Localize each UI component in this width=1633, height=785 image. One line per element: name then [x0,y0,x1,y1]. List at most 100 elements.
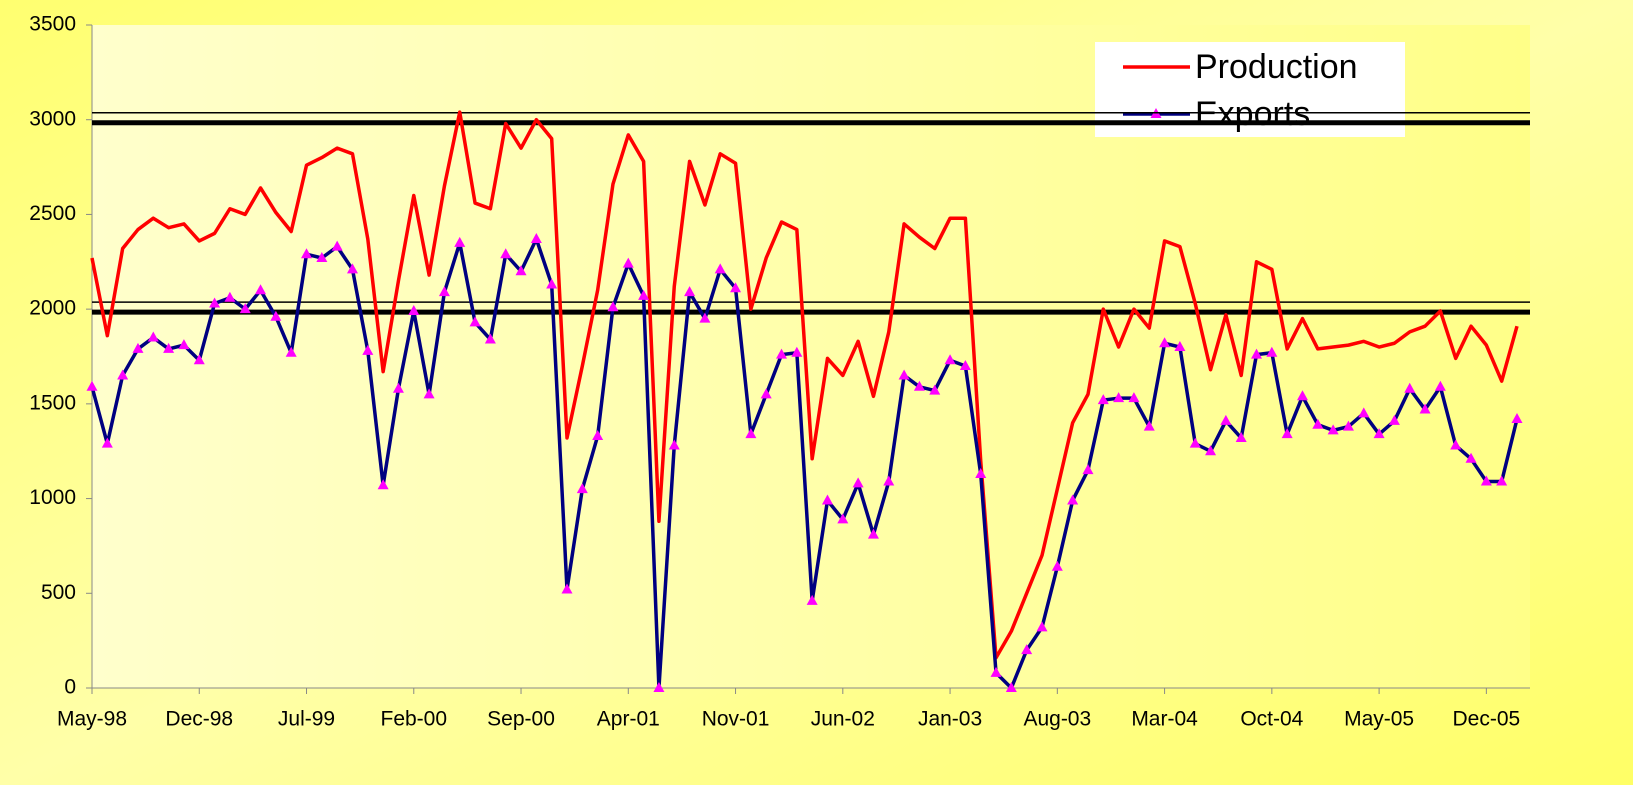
marker [1005,682,1017,692]
marker [1113,392,1125,403]
marker [209,297,221,308]
marker [1312,418,1324,429]
x-tick-label: Oct-04 [1240,708,1303,731]
y-tick-label: 1500 [29,391,76,414]
marker [1235,431,1247,442]
marker [821,494,833,505]
marker [438,286,450,297]
marker [469,316,481,327]
x-tick-label: May-98 [57,708,127,731]
marker [1097,394,1109,405]
marker [852,477,864,488]
marker [944,354,956,365]
marker [147,331,159,342]
marker [101,437,113,448]
marker [362,344,374,355]
marker [1342,420,1354,431]
x-tick-label: Nov-01 [702,708,770,731]
marker [530,233,542,244]
marker [1205,445,1217,456]
x-tick-label: Apr-01 [597,708,660,731]
marker [1128,392,1140,403]
marker [132,342,144,353]
marker [929,384,941,395]
marker [239,303,251,314]
marker [346,263,358,274]
marker [959,359,971,370]
marker [408,305,420,316]
legend-label: Production [1195,48,1358,86]
x-tick-label: Aug-03 [1023,708,1091,731]
marker [1496,475,1508,486]
marker [1404,382,1416,393]
marker [913,380,925,391]
marker [392,382,404,393]
marker [760,388,772,399]
marker [1388,414,1400,425]
marker [975,467,987,478]
y-tick-label: 3500 [29,13,76,36]
marker [1434,380,1446,391]
marker [837,513,849,524]
y-tick-label: 0 [64,676,76,699]
y-tick-label: 2500 [29,202,76,225]
marker [515,265,527,276]
marker [1036,621,1048,632]
marker [561,583,573,594]
marker [622,257,634,268]
marker [193,354,205,365]
x-tick-label: Jun-02 [811,708,875,731]
y-tick-label: 1000 [29,486,76,509]
marker [1251,348,1263,359]
marker [776,348,788,359]
marker [270,310,282,321]
marker [867,528,879,539]
marker [1465,452,1477,463]
marker [699,312,711,323]
marker [1450,439,1462,450]
marker [990,666,1002,677]
marker [1220,414,1232,425]
marker [714,263,726,274]
marker [454,236,466,247]
marker [576,483,588,494]
marker [1067,494,1079,505]
marker [1358,407,1370,418]
marker [178,339,190,350]
marker [255,284,267,295]
marker [86,380,98,391]
x-tick-label: Jan-03 [918,708,982,731]
marker [607,301,619,312]
marker [684,286,696,297]
marker [1480,475,1492,486]
marker [791,346,803,357]
x-tick-label: Mar-04 [1131,708,1198,731]
marker [163,342,175,353]
y-tick-label: 3000 [29,107,76,130]
x-tick-label: Dec-05 [1453,708,1521,731]
x-tick-label: Jul-99 [278,708,335,731]
marker [730,282,742,293]
marker [1051,560,1063,571]
marker [316,251,328,262]
marker [1266,346,1278,357]
marker [1327,424,1339,435]
x-tick-label: Dec-98 [165,708,233,731]
marker [1419,403,1431,414]
marker [546,278,558,289]
marker [745,428,757,439]
marker [1373,428,1385,439]
marker [117,369,129,380]
marker [484,333,496,344]
series-line [90,110,1519,660]
marker [668,439,680,450]
marker [592,430,604,441]
marker [1082,464,1094,475]
marker [331,240,343,251]
marker [224,291,236,302]
marker [1281,428,1293,439]
marker [285,346,297,357]
marker [653,682,665,692]
